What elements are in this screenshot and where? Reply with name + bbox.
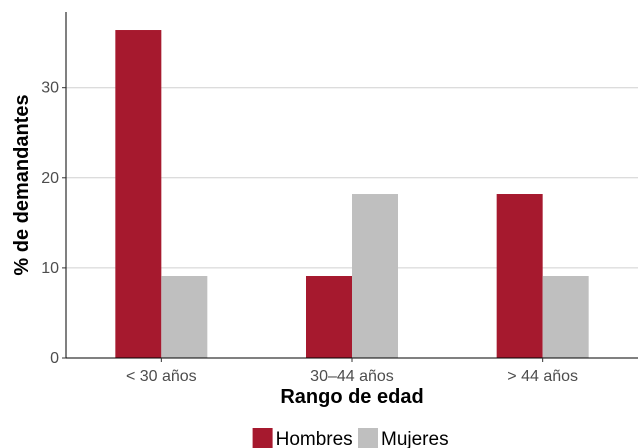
- y-tick-label: 30: [41, 80, 59, 97]
- legend-label-hombres: Hombres: [276, 429, 353, 448]
- bars: [115, 30, 589, 358]
- bar-hombres-0: [115, 30, 162, 358]
- x-tick-label: > 44 años: [507, 368, 578, 385]
- y-tick-label: 0: [50, 350, 59, 367]
- bar-hombres-2: [496, 194, 543, 358]
- x-tick-label: 30–44 años: [310, 368, 394, 385]
- x-tick-label: < 30 años: [126, 368, 197, 385]
- legend-swatch-hombres: [252, 428, 273, 448]
- x-axis-title: Rango de edad: [280, 386, 423, 408]
- y-tick-label: 10: [41, 260, 59, 277]
- bar-mujeres-2: [542, 276, 589, 358]
- bar-mujeres-1: [352, 194, 398, 358]
- bar-hombres-1: [306, 276, 352, 358]
- y-tick-label: 20: [41, 170, 59, 187]
- legend-swatch-mujeres: [358, 428, 378, 448]
- legend-label-mujeres: Mujeres: [381, 429, 449, 448]
- y-axis-title: % de demandantes: [11, 94, 33, 275]
- x-ticks: < 30 años 30–44 años > 44 años: [126, 358, 578, 385]
- bar-mujeres-0: [161, 276, 208, 358]
- y-ticks: 0 10 20 30: [41, 80, 66, 367]
- legend: Hombres Mujeres: [252, 428, 449, 448]
